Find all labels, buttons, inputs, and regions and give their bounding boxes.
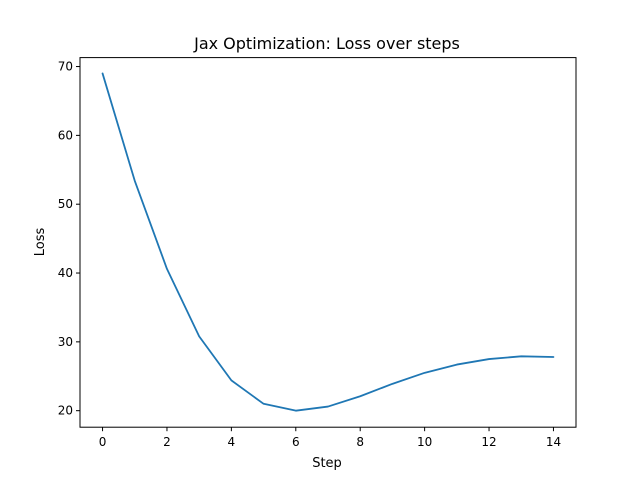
chart-title: Jax Optimization: Loss over steps — [193, 34, 460, 53]
series-group — [101, 72, 555, 412]
y-tick-label: 20 — [58, 404, 73, 418]
y-axis-label: Loss — [33, 228, 48, 257]
x-tick-label: 8 — [356, 435, 364, 449]
y-tick-label: 40 — [58, 266, 73, 280]
x-axis-label: Step — [312, 456, 342, 471]
plot-area-frame — [79, 57, 577, 428]
x-tick-label: 6 — [292, 435, 300, 449]
x-tick-label: 2 — [163, 435, 171, 449]
y-tick-label: 30 — [58, 335, 73, 349]
x-axis: 0 2 4 6 8 10 12 14 — [99, 427, 561, 449]
y-tick-label: 60 — [58, 128, 73, 142]
x-tick-label: 4 — [228, 435, 236, 449]
x-tick-label: 0 — [99, 435, 107, 449]
loss-series-line — [101, 72, 555, 412]
x-tick-label: 10 — [417, 435, 432, 449]
y-axis: 20 30 40 50 60 70 — [58, 60, 80, 418]
x-tick-label: 12 — [481, 435, 496, 449]
y-tick-label: 70 — [58, 60, 73, 74]
y-tick-label: 50 — [58, 197, 73, 211]
x-tick-label: 14 — [546, 435, 561, 449]
